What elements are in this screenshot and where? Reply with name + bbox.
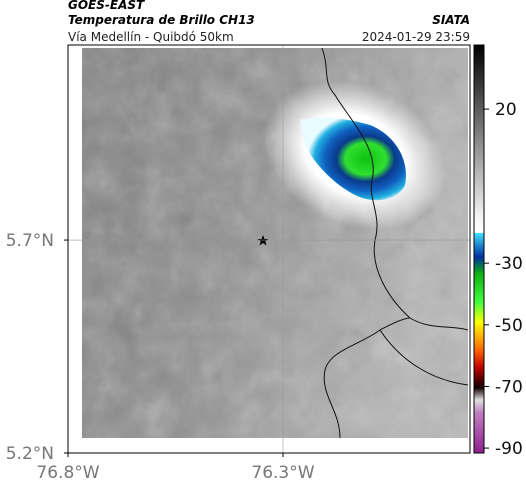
- colorbar-tick-label: 20: [495, 100, 517, 120]
- colorbar-tick-label: -50: [495, 316, 523, 336]
- satellite: GOES-EAST: [68, 0, 145, 12]
- x-tick-label: 76.3°W: [251, 463, 314, 483]
- route: Vía Medellín - Quibdó 50km: [68, 30, 234, 44]
- datetime: 2024-01-29 23:59: [362, 30, 470, 44]
- colorbar-tick-label: -70: [495, 377, 523, 397]
- satellite-image: [82, 48, 468, 438]
- x-tick-label: 76.8°W: [36, 463, 99, 483]
- colorbar: [473, 44, 485, 454]
- y-tick-label: 5.7°N: [6, 231, 54, 251]
- y-tick-label: 5.2°N: [6, 444, 54, 464]
- colorbar-tick-label: -90: [495, 439, 523, 459]
- source: SIATA: [432, 13, 470, 27]
- product: Temperatura de Brillo CH13: [68, 13, 255, 27]
- map-frame: [67, 44, 471, 454]
- colorbar-tick-label: -30: [495, 254, 523, 274]
